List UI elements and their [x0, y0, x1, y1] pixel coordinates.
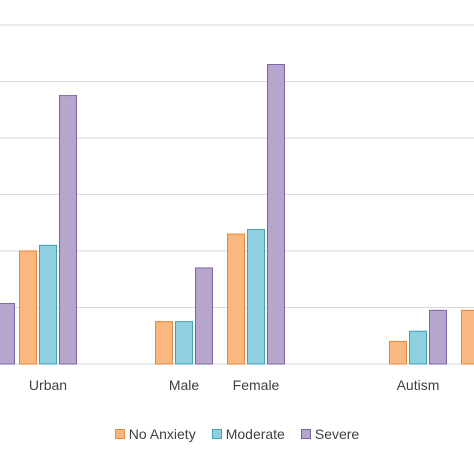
gridlines: [0, 24, 474, 365]
bar-de-sync-no-anxiety: [461, 309, 474, 365]
legend-item-no-anxiety: No Anxiety: [114, 426, 196, 442]
bar-male-severe: [195, 267, 213, 365]
bar-urban-moderate: [39, 244, 57, 365]
legend-label-no-anxiety: No Anxiety: [128, 426, 196, 442]
bar-male-moderate: [175, 321, 193, 365]
bar-male-no-anxiety: [155, 321, 173, 365]
bar-female-moderate: [247, 229, 265, 365]
x-tick-label-male: Male: [169, 377, 200, 393]
legend-label-moderate: Moderate: [225, 426, 285, 442]
bar-autism-no-anxiety: [389, 340, 407, 365]
legend-item-severe: Severe: [300, 426, 360, 442]
bar-female-severe: [267, 64, 285, 365]
legend-swatch-severe: [300, 429, 311, 439]
bar-urban-severe: [59, 95, 77, 365]
bar-urban-no-anxiety: [19, 250, 37, 365]
legend-swatch-no-anxiety: [114, 429, 125, 439]
x-axis-labels: UrbanMaleFemaleAutismDeSync: [29, 377, 440, 393]
bar-autism-moderate: [409, 330, 427, 365]
legend-swatch-moderate: [211, 429, 222, 439]
x-tick-label-female: Female: [233, 377, 280, 393]
x-tick-label-urban: Urban: [29, 377, 67, 393]
bar-unlabeled-severe: [0, 303, 15, 365]
bar-female-no-anxiety: [227, 233, 245, 365]
bars: [0, 64, 474, 365]
legend-label-severe: Severe: [314, 426, 360, 442]
legend: No Anxiety Moderate Severe: [0, 424, 474, 444]
bar-autism-severe: [429, 309, 447, 365]
x-tick-label-autism: Autism: [397, 377, 440, 393]
legend-item-moderate: Moderate: [211, 426, 285, 442]
